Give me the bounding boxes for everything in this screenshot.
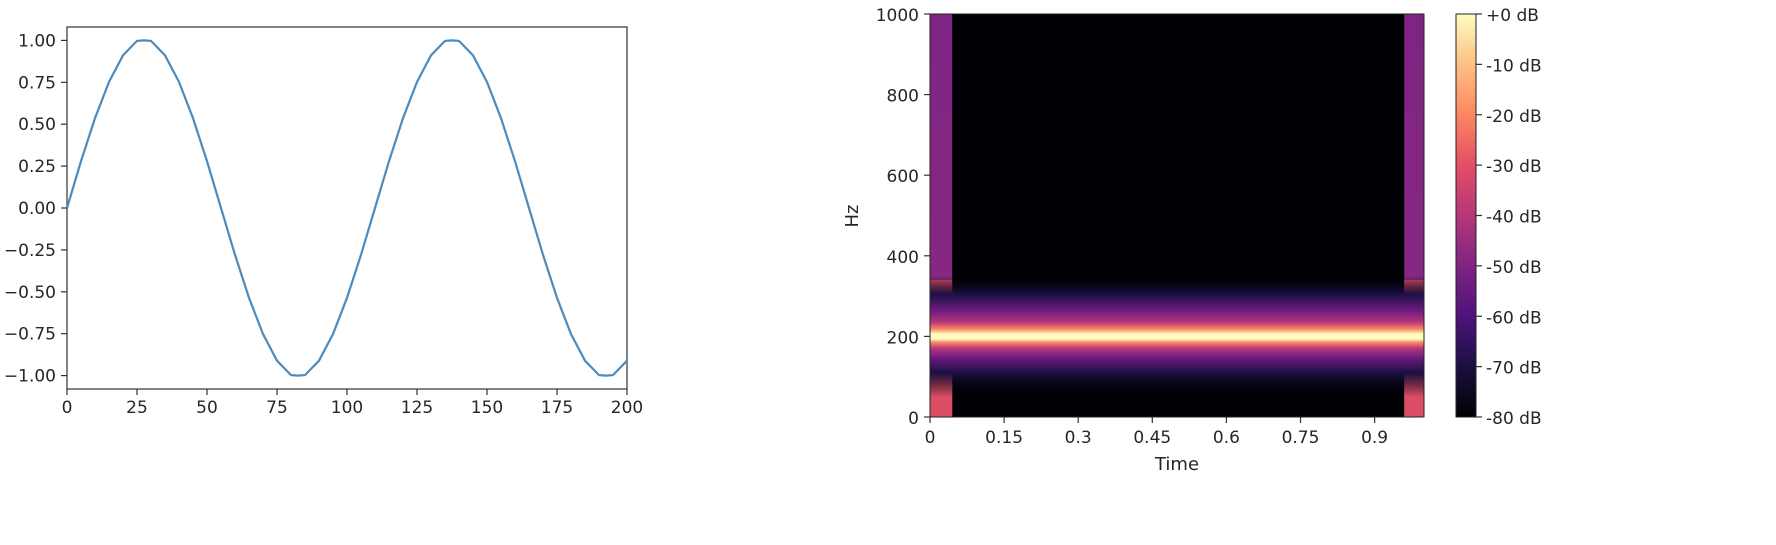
colorbar-tick-label: -80 dB xyxy=(1486,409,1542,429)
colorbar-tick-label: -70 dB xyxy=(1486,359,1542,379)
line-y-tick-label: 0.50 xyxy=(18,115,56,135)
line-y-tick-label: 0.75 xyxy=(18,73,56,93)
line-x-tick-label: 50 xyxy=(196,398,218,418)
colorbar-tick-label: -50 dB xyxy=(1486,258,1542,278)
line-y-tick-label: 0.25 xyxy=(18,157,56,177)
colorbar-tick-label: +0 dB xyxy=(1486,6,1539,26)
spectrogram-y-tick-label: 800 xyxy=(887,87,919,107)
spectrogram-x-tick-label: 0.45 xyxy=(1133,428,1171,448)
spectrogram-frame xyxy=(929,13,1425,418)
spectrogram-tone-band xyxy=(930,275,1424,397)
spectrogram-chart: 0 0.15 0.3 0.45 0.6 0.75 0.9 0 200 400 600 800 1000… xyxy=(842,6,1542,475)
line-y-tick-label: 0.00 xyxy=(18,199,56,219)
spectrogram-x-tick-label: 0.15 xyxy=(985,428,1023,448)
spectrogram-y-tick-label: 600 xyxy=(887,167,919,187)
line-y-tick-label: −0.50 xyxy=(4,283,56,303)
spectrogram-x-axis-label: Time xyxy=(1154,454,1199,475)
line-x-tick-label: 100 xyxy=(331,398,363,418)
line-x-tick-label: 25 xyxy=(126,398,148,418)
line-x-tick-label: 150 xyxy=(471,398,503,418)
colorbar-tick-label: -10 dB xyxy=(1486,56,1542,76)
sine-wave-chart: 0 25 50 75 100 125 150 175 200 1.00 0.75 0.50 0.25 0… xyxy=(4,26,643,418)
spectrogram-y-tick-label: 1000 xyxy=(876,6,919,26)
spectrogram-x-tick-label: 0.75 xyxy=(1282,428,1320,448)
colorbar xyxy=(1455,13,1477,418)
line-x-tick-label: 125 xyxy=(401,398,433,418)
sine-series-line xyxy=(65,39,628,377)
spectrogram-y-tick-label: 200 xyxy=(887,328,919,348)
colorbar-tick-label: -60 dB xyxy=(1486,308,1542,328)
spectrogram-y-axis-label: Hz xyxy=(842,205,863,228)
spectrogram-y-tick-label: 400 xyxy=(887,248,919,268)
spectrogram-y-tick-label: 0 xyxy=(908,409,919,429)
line-x-tick-label: 200 xyxy=(611,398,643,418)
spectrogram-x-tick-label: 0.6 xyxy=(1213,428,1240,448)
line-y-tick-label: 1.00 xyxy=(18,31,56,51)
spectrogram-x-axis-ticks: 0 0.15 0.3 0.45 0.6 0.75 0.9 xyxy=(925,417,1388,448)
line-x-axis-ticks: 0 25 50 75 100 125 150 175 200 xyxy=(62,389,643,418)
colorbar-tick-label: -20 dB xyxy=(1486,107,1542,127)
line-plot-area xyxy=(66,26,628,390)
spectrogram-x-tick-label: 0 xyxy=(925,428,936,448)
line-y-tick-label: −0.25 xyxy=(4,241,56,261)
colorbar-tick-label: -30 dB xyxy=(1486,157,1542,177)
colorbar-tick-label: -40 dB xyxy=(1486,208,1542,228)
spectrogram-y-axis-ticks: 0 200 400 600 800 1000 xyxy=(876,6,930,429)
line-y-tick-label: −1.00 xyxy=(4,367,56,387)
line-x-tick-label: 75 xyxy=(266,398,288,418)
line-y-axis-ticks: 1.00 0.75 0.50 0.25 0.00 −0.25 −0.50 −0.75 −1.00 xyxy=(4,31,67,387)
line-x-tick-label: 0 xyxy=(62,398,73,418)
colorbar-ticks: +0 dB -10 dB -20 dB -30 dB -40 dB -50 dB -60 d… xyxy=(1476,6,1542,429)
spectrogram-x-tick-label: 0.9 xyxy=(1361,428,1388,448)
spectrogram-x-tick-label: 0.3 xyxy=(1065,428,1092,448)
line-y-tick-label: −0.75 xyxy=(4,325,56,345)
line-x-tick-label: 175 xyxy=(541,398,573,418)
